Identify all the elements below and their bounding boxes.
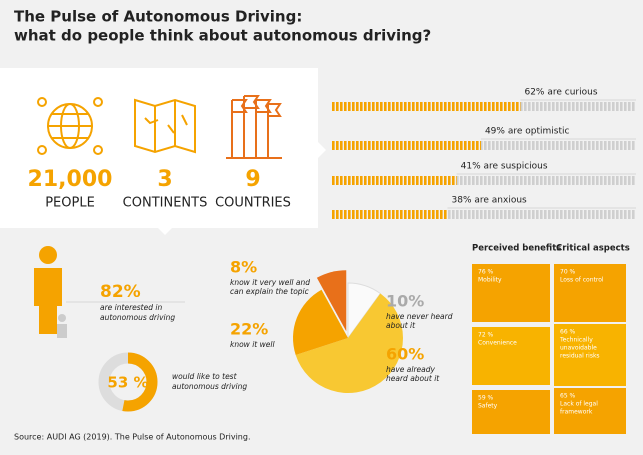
knowledge-text: know it well <box>230 340 275 349</box>
pie-slice <box>293 289 348 355</box>
pie-slice <box>347 282 382 340</box>
aspect-text: Lack of legal <box>560 401 598 408</box>
bar <box>332 210 448 219</box>
pie-slice <box>316 270 347 332</box>
aspect-text: unavoidable <box>560 345 597 352</box>
bar-label: 41% are suspicious <box>461 162 548 172</box>
pie-slice <box>295 293 403 393</box>
title: what do people think about autonomous dr… <box>14 27 431 45</box>
test-text: autonomous driving <box>172 382 247 391</box>
bar <box>332 141 481 150</box>
bar-label: 62% are curious <box>524 88 597 98</box>
stat-label: PEOPLE <box>45 196 95 211</box>
stat-value: 21,000 <box>28 167 113 192</box>
knowledge-text: have already <box>386 365 436 374</box>
donut-arc <box>98 352 158 412</box>
knowledge-text: about it <box>386 321 416 330</box>
aspect-text: 70 % <box>560 269 576 276</box>
aspect-text: Safety <box>478 403 498 410</box>
aspect-text: 76 % <box>478 269 494 276</box>
knowledge-value: 60% <box>386 345 424 364</box>
bar-label: 49% are optimistic <box>485 127 570 137</box>
knowledge-value: 10% <box>386 292 424 311</box>
knowledge-text: can explain the topic <box>230 287 310 296</box>
knowledge-value: 22% <box>230 320 268 339</box>
child-icon <box>57 324 67 338</box>
aspect-box <box>472 327 550 385</box>
aspect-box <box>554 324 626 386</box>
stat-value: 3 <box>157 167 172 192</box>
stat-label: COUNTRIES <box>215 196 291 211</box>
stat-value: 9 <box>245 167 260 192</box>
aspect-box <box>554 264 626 322</box>
bar-rest <box>456 176 636 185</box>
bar-rest <box>447 210 636 219</box>
bar-rest <box>480 141 636 150</box>
knowledge-value: 8% <box>230 258 257 277</box>
interested-text: autonomous driving <box>100 313 175 322</box>
aspect-box <box>472 390 550 434</box>
knowledge-text: have never heard <box>386 312 453 321</box>
knowledge-text: know it very well and <box>230 278 310 287</box>
aspect-text: 59 % <box>478 395 494 402</box>
aspect-text: 65 % <box>560 393 576 400</box>
icons <box>37 97 196 155</box>
source: Source: AUDI AG (2019). The Pulse of Aut… <box>14 433 250 442</box>
stat-label: CONTINENTS <box>123 196 208 211</box>
interested-text: are interested in <box>100 303 162 312</box>
person-icon <box>39 246 57 264</box>
aspect-box <box>554 388 626 434</box>
aspect-text: 66 % <box>560 329 576 336</box>
bar-label: 38% are anxious <box>452 196 528 206</box>
aspect-box <box>472 264 550 322</box>
bar <box>332 176 457 185</box>
panel-title: Critical aspects <box>556 244 630 254</box>
aspect-text: Convenience <box>478 340 517 347</box>
bar <box>332 102 521 111</box>
interested-value: 82% <box>100 282 141 302</box>
aspect-text: Mobility <box>478 277 502 284</box>
flags-icon <box>226 95 282 159</box>
aspect-text: Loss of control <box>560 277 604 284</box>
panel-title: Perceived benefits <box>472 244 561 254</box>
child-icon <box>58 314 66 322</box>
aspect-text: residual risks <box>560 353 600 360</box>
aspect-text: Technically <box>559 337 593 344</box>
aspect-text: framework <box>560 409 593 416</box>
test-text: would like to test <box>172 372 238 381</box>
test-value: 53 % <box>107 374 148 392</box>
aspect-text: 72 % <box>478 332 494 339</box>
person-icon <box>34 268 62 334</box>
knowledge-text: heard about it <box>386 374 440 383</box>
title: The Pulse of Autonomous Driving: <box>14 8 302 26</box>
bar-rest <box>520 102 636 111</box>
